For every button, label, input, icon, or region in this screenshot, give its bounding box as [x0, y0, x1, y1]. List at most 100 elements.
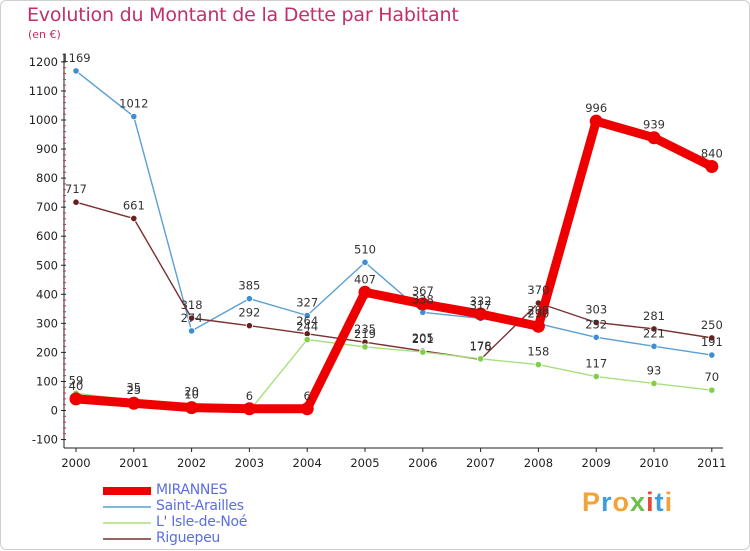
data-point — [69, 392, 83, 406]
data-point — [589, 114, 603, 128]
data-point — [474, 307, 488, 321]
x-tick-label: 2007 — [466, 456, 495, 470]
data-point — [303, 311, 311, 320]
data-point — [416, 297, 430, 311]
data-point — [531, 319, 545, 333]
y-tick-label: 300 — [36, 316, 58, 330]
data-point — [303, 336, 311, 344]
data-label: 1012 — [119, 97, 148, 111]
data-point — [185, 401, 199, 415]
chart-title: Evolution du Montant de la Dette par Hab… — [27, 4, 459, 26]
data-point — [592, 372, 600, 381]
data-label: 367 — [412, 284, 434, 298]
data-label: 661 — [123, 198, 145, 212]
data-point — [361, 343, 369, 351]
data-label: 59 — [69, 373, 84, 387]
x-tick-label: 2008 — [524, 456, 553, 470]
data-label: 244 — [296, 320, 318, 334]
brand-letter: t — [654, 487, 665, 517]
y-tick-label: 700 — [36, 200, 58, 214]
x-tick-label: 2001 — [119, 456, 148, 470]
data-label: 25 — [126, 383, 141, 397]
y-tick-label: 1100 — [29, 84, 58, 98]
proxiti-logo: Proxiti — [582, 487, 673, 518]
data-point — [358, 285, 372, 299]
x-tick-label: 2010 — [639, 456, 668, 470]
x-tick-label: 2006 — [408, 456, 437, 470]
data-point — [419, 348, 427, 356]
data-label: 40 — [69, 379, 84, 393]
data-point — [300, 402, 314, 416]
data-point — [188, 314, 196, 322]
data-label: 219 — [354, 327, 376, 341]
data-label: 70 — [704, 370, 719, 384]
data-label: 235 — [354, 322, 376, 336]
data-label: 191 — [701, 335, 723, 349]
data-label: 303 — [585, 302, 607, 316]
y-tick-label: 1000 — [29, 113, 58, 127]
data-label: 370 — [527, 283, 549, 297]
legend-label-riguepeu: Riguepeu — [156, 530, 220, 546]
x-tick-label: 2002 — [177, 456, 206, 470]
x-tick-label: 2003 — [235, 456, 264, 470]
y-tick-label: 0 — [51, 404, 58, 418]
data-label: 250 — [701, 318, 723, 332]
data-point — [72, 198, 80, 206]
data-label: 201 — [412, 332, 434, 346]
series-line — [75, 338, 713, 412]
series-line — [75, 201, 713, 361]
data-point — [592, 333, 600, 341]
y-tick-label: 400 — [36, 287, 58, 301]
legend-label-saint-arailles: Saint-Arailles — [156, 498, 244, 514]
y-tick-label: 600 — [36, 229, 58, 243]
legend-swatch-saint-arailles — [103, 506, 151, 508]
data-label: 20 — [184, 385, 199, 399]
data-point — [245, 295, 253, 303]
series-line — [71, 116, 717, 414]
data-label: 510 — [354, 242, 376, 256]
data-label: 327 — [296, 296, 318, 310]
data-label: 117 — [585, 357, 607, 371]
data-label: 274 — [181, 311, 203, 325]
y-tick-label: 200 — [36, 345, 58, 359]
x-tick-label: 2005 — [350, 456, 379, 470]
data-label: 717 — [65, 182, 87, 196]
data-point — [650, 379, 658, 388]
data-point — [650, 342, 658, 350]
data-point — [476, 355, 485, 363]
y-tick-label: 500 — [36, 258, 58, 272]
y-tick-label: 900 — [36, 142, 58, 156]
legend-swatch-riguepeu — [103, 538, 151, 540]
y-tick-label: 800 — [36, 171, 58, 185]
data-label: 292 — [238, 306, 260, 320]
data-label: 299 — [527, 304, 549, 318]
legend-swatch-isle-de-noe — [103, 522, 151, 524]
data-label: 385 — [238, 279, 260, 293]
x-tick-label: 2009 — [582, 456, 611, 470]
data-point — [361, 258, 369, 266]
data-label: 252 — [585, 317, 607, 331]
series-line — [75, 70, 713, 356]
brand-letter: x — [630, 487, 647, 517]
data-label: 6 — [246, 389, 253, 403]
data-point — [592, 318, 600, 327]
y-tick-label: -100 — [32, 433, 58, 447]
data-label: 176 — [470, 339, 492, 353]
data-point — [72, 67, 80, 75]
data-label: 178 — [470, 339, 492, 353]
legend-label-mirannes: MIRANNES — [156, 482, 228, 498]
data-label: 939 — [643, 118, 665, 132]
data-label: 407 — [354, 272, 376, 286]
data-label: 158 — [527, 345, 549, 359]
data-label: 840 — [701, 146, 723, 160]
data-point — [650, 325, 658, 333]
data-point — [708, 334, 716, 342]
x-tick-label: 2011 — [697, 456, 726, 470]
data-point — [130, 112, 138, 121]
legend-label-isle-de-noe: L' Isle-de-Noé — [156, 514, 248, 530]
brand-letter: o — [612, 487, 631, 517]
y-tick-label: 1200 — [29, 55, 58, 69]
data-point — [127, 396, 141, 410]
